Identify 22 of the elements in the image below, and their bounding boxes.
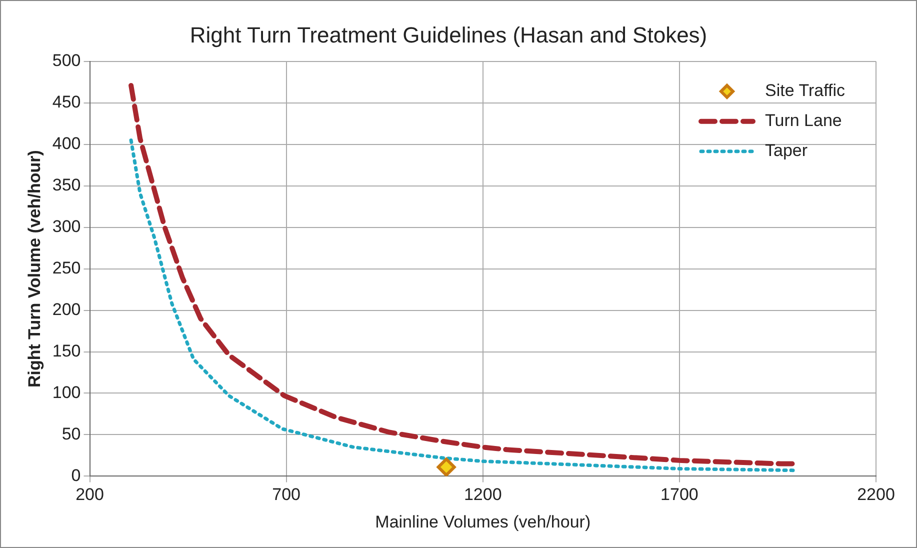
chart-title: Right Turn Treatment Guidelines (Hasan and Stokes) <box>190 22 708 48</box>
y-tick-label: 0 <box>71 466 81 485</box>
y-axis-title: Right Turn Volume (veh/hour) <box>24 150 44 388</box>
y-tick-label: 100 <box>52 382 81 402</box>
x-tick-label: 1200 <box>464 485 502 504</box>
x-tick-label: 700 <box>272 485 301 504</box>
y-tick-label: 450 <box>52 92 81 112</box>
x-tick-label: 2200 <box>857 485 895 504</box>
y-tick-label: 500 <box>52 51 81 70</box>
y-tick-label: 150 <box>52 341 81 360</box>
x-tick-label: 200 <box>76 485 104 504</box>
x-tick-label: 1700 <box>660 485 698 504</box>
legend-label: Taper <box>765 141 808 160</box>
legend-label: Site Traffic <box>765 81 846 100</box>
y-tick-label: 200 <box>52 300 81 319</box>
y-tick-label: 50 <box>62 424 81 444</box>
y-tick-label: 250 <box>52 258 81 278</box>
x-axis-title: Mainline Volumes (veh/hour) <box>375 512 591 532</box>
y-tick-label: 300 <box>52 217 81 236</box>
legend-label: Turn Lane <box>765 111 842 130</box>
y-tick-label: 400 <box>52 134 81 154</box>
y-tick-label: 350 <box>52 176 81 195</box>
